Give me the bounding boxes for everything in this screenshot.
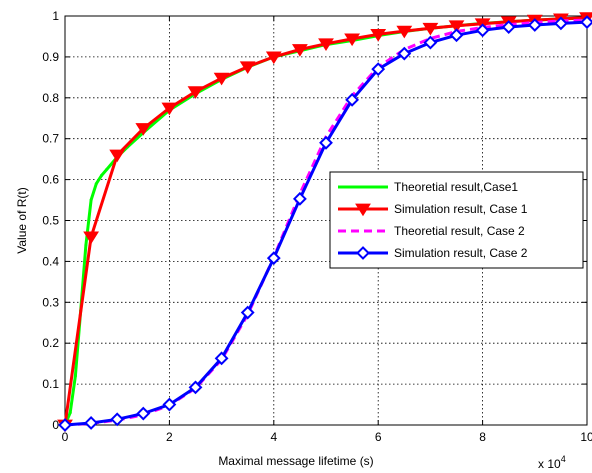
- series-4-marker: [162, 397, 177, 412]
- legend-label: Simulation result, Case 1: [394, 202, 528, 216]
- series-4-marker: [527, 18, 542, 32]
- x-axis-multiplier-exponent: 4: [561, 454, 566, 464]
- series-4-marker: [371, 62, 386, 77]
- series-2-marker: [318, 38, 334, 52]
- series-2-marker: [83, 231, 100, 245]
- series-2-marker: [448, 20, 465, 34]
- series-2-marker: [187, 86, 204, 99]
- series-2: [57, 12, 592, 433]
- series-4-marker: [553, 16, 568, 31]
- x-tick-label: 10: [580, 430, 592, 444]
- series-2-marker: [161, 102, 178, 116]
- series-2-marker: [135, 123, 152, 136]
- series-2-marker: [344, 33, 361, 47]
- series-4-marker: [214, 351, 229, 366]
- series-4-marker: [266, 251, 281, 266]
- series-group: [57, 12, 592, 433]
- series-2-marker: [396, 25, 413, 39]
- y-tick-label: 0.5: [42, 214, 59, 228]
- series-4-marker: [449, 28, 464, 43]
- legend-label: Theoretial result, Case 2: [394, 224, 525, 238]
- legend-item: Simulation result, Case 2: [338, 246, 528, 260]
- x-tick-label: 0: [62, 430, 69, 444]
- x-tick-label: 4: [270, 430, 277, 444]
- series-1-marker: [73, 374, 77, 378]
- series-4-marker: [319, 135, 333, 150]
- series-4-marker: [475, 23, 490, 38]
- legend-item: Theoretial result,Case1: [338, 180, 518, 194]
- legend-marker: [356, 246, 370, 260]
- series-4-marker: [240, 305, 255, 320]
- y-tick-label: 0: [52, 418, 59, 432]
- series-4-marker: [84, 416, 99, 430]
- legend-label: Simulation result, Case 2: [394, 246, 528, 260]
- series-1-marker: [89, 198, 93, 202]
- series-4-marker: [136, 406, 151, 421]
- y-tick-label: 0.9: [42, 50, 59, 64]
- y-tick-label: 0.8: [42, 91, 59, 105]
- series-4-marker: [292, 191, 307, 206]
- legend-item: Simulation result, Case 1: [338, 202, 528, 217]
- series-4-marker: [345, 92, 360, 107]
- legend-marker: [355, 203, 371, 217]
- series-1-marker: [68, 411, 72, 415]
- legend-item: Theoretial result, Case 2: [338, 224, 525, 238]
- series-2-marker: [109, 149, 126, 163]
- y-tick-label: 1: [52, 9, 59, 23]
- series-2-marker: [265, 51, 282, 65]
- axis-ticks: 0 2 4 6 8 10 0 0.1 0.2 0.3 0.4 0.5 0.6 0.7 0.8 0.9 1: [42, 9, 592, 444]
- legend-marker: [361, 185, 365, 189]
- series-2-marker: [370, 29, 387, 42]
- series-4-marker: [110, 412, 125, 427]
- x-axis-label: Maximal message lifetime (s): [218, 454, 373, 468]
- y-tick-label: 0.7: [42, 132, 59, 146]
- series-2-marker: [213, 72, 230, 86]
- y-tick-label: 0.1: [42, 377, 59, 391]
- series-4-marker: [188, 380, 203, 395]
- y-axis-label: Value of R(t): [15, 187, 29, 253]
- series-4-marker: [501, 20, 516, 34]
- legend: Theoretial result,Case1 Simulation result…: [329, 171, 584, 269]
- y-tick-label: 0.4: [42, 254, 59, 268]
- series-4-marker: [58, 418, 72, 432]
- y-tick-label: 0.6: [42, 173, 59, 187]
- x-tick-label: 6: [375, 430, 382, 444]
- series-2-marker: [239, 61, 256, 74]
- x-axis-multiplier: x 104: [538, 454, 566, 471]
- series-1-marker: [84, 243, 88, 247]
- series-4-marker: [423, 35, 438, 50]
- y-tick-label: 0.3: [42, 295, 59, 309]
- series-2-marker: [422, 22, 439, 36]
- series-2-marker: [291, 44, 308, 57]
- series-1-marker: [105, 167, 109, 171]
- x-tick-label: 8: [479, 430, 486, 444]
- series-4: [58, 15, 592, 432]
- x-axis-multiplier-base: x 10: [538, 457, 561, 471]
- series-1-marker: [94, 182, 98, 186]
- series-4-marker: [580, 15, 592, 30]
- series-4-marker: [397, 46, 412, 61]
- series-1-marker: [100, 174, 104, 178]
- y-tick-label: 0.2: [42, 336, 59, 350]
- legend-label: Theoretial result,Case1: [394, 180, 518, 194]
- x-tick-label: 2: [166, 430, 173, 444]
